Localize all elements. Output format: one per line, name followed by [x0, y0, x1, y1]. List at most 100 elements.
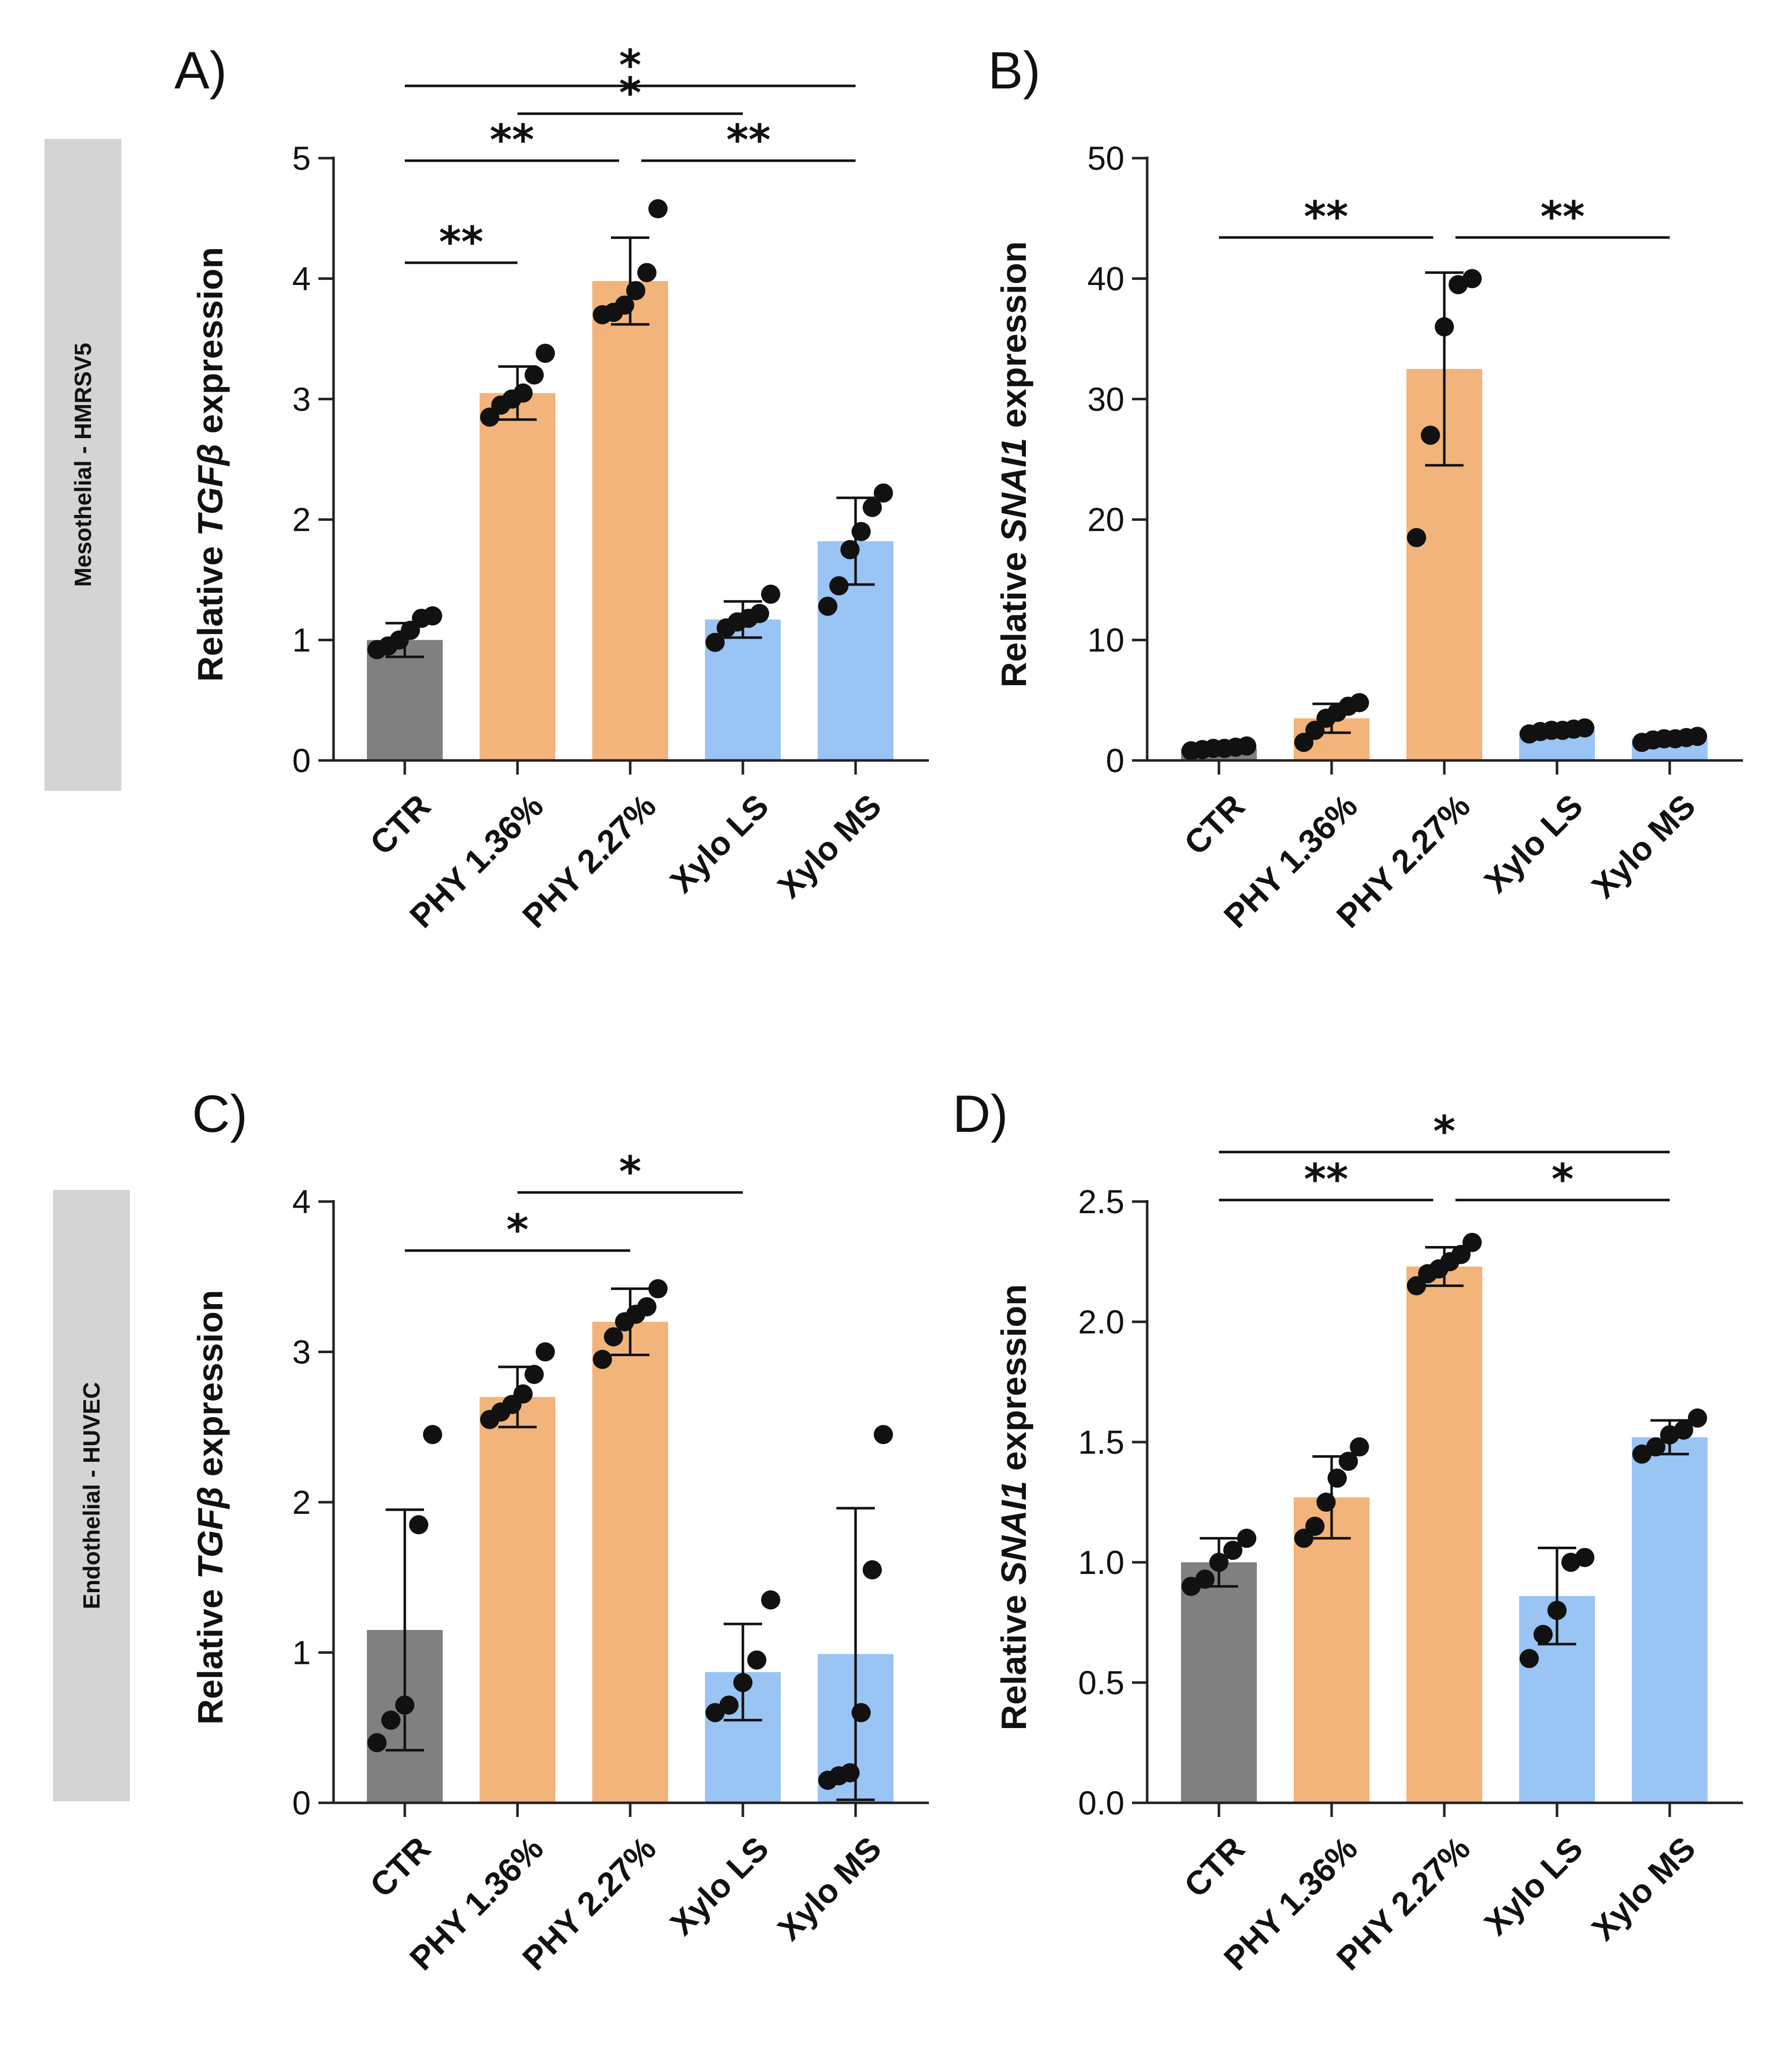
row-label-text: Mesothelial - HMRSV5: [70, 343, 96, 587]
data-point: [829, 576, 848, 596]
x-category-label: Xylo MS: [1584, 1830, 1703, 1948]
x-category-label: Xylo LS: [1477, 1830, 1589, 1942]
y-tick-label: 0.5: [1078, 1664, 1124, 1701]
data-point: [852, 1703, 871, 1722]
y-tick-label: 2: [292, 501, 311, 538]
data-point: [1350, 1437, 1369, 1457]
y-axis-title-gene: SNAI1: [994, 438, 1033, 542]
data-point: [1223, 1541, 1243, 1560]
y-tick-label: 1.5: [1078, 1423, 1124, 1461]
data-point: [750, 604, 769, 624]
data-point: [648, 1279, 668, 1299]
x-category-label: Xylo MS: [770, 1830, 888, 1948]
data-point: [480, 407, 499, 427]
y-tick-label: 40: [1088, 260, 1124, 297]
data-point: [1195, 1569, 1215, 1589]
y-axis-title-gene: TGFβ: [191, 1487, 230, 1579]
row-label-box: [44, 139, 121, 791]
significance-bracket: *: [1219, 1107, 1670, 1156]
data-point: [863, 498, 882, 517]
y-tick-label: 0: [1106, 742, 1124, 779]
y-tick-label: 10: [1088, 621, 1124, 659]
y-tick-label: 1.0: [1078, 1544, 1124, 1581]
data-point: [395, 1695, 414, 1715]
data-point: [1294, 733, 1313, 752]
significance-label: *: [1433, 1107, 1455, 1156]
data-point: [648, 199, 668, 219]
y-tick-label: 1: [292, 1634, 311, 1671]
data-point: [840, 540, 860, 559]
x-category-label: CTR: [363, 787, 438, 862]
y-axis-title-gene: SNAI1: [994, 1480, 1033, 1585]
y-tick-label: 0: [292, 742, 311, 779]
bar: [480, 393, 555, 760]
significance-bracket: **: [405, 115, 619, 165]
x-category-label: CTR: [1177, 1830, 1252, 1904]
data-point: [1237, 1528, 1256, 1548]
significance-label: *: [619, 1147, 641, 1196]
y-axis-title-suffix: expression: [994, 1284, 1033, 1480]
y-tick-label: 2: [292, 1483, 311, 1521]
y-axis-title: Relative SNAI1 expression: [994, 1284, 1033, 1730]
data-point: [513, 1384, 533, 1404]
y-axis-title-suffix: expression: [994, 241, 1033, 438]
data-point: [1209, 1553, 1229, 1572]
significance-bracket: *: [1455, 1155, 1670, 1204]
data-point: [604, 1327, 623, 1347]
data-point: [863, 1560, 882, 1580]
significance-bracket: *: [517, 1147, 743, 1196]
bar: [592, 1322, 668, 1803]
y-axis-title-prefix: Relative: [191, 1579, 230, 1725]
data-point: [1435, 317, 1454, 337]
data-point: [536, 344, 555, 363]
data-point: [840, 1763, 860, 1783]
y-axis-title: Relative TGFβ expression: [191, 1290, 230, 1725]
data-point: [1688, 727, 1707, 746]
y-tick-label: 3: [292, 380, 311, 418]
data-point: [1575, 1548, 1594, 1567]
significance-label: *: [619, 40, 641, 90]
row-label-endothelial: Endothelial - HUVEC: [53, 1190, 130, 1801]
y-tick-label: 4: [292, 260, 311, 297]
x-category-label: Xylo LS: [663, 787, 775, 900]
significance-label: **: [490, 115, 534, 165]
data-point: [1674, 1420, 1693, 1440]
y-axis-title: Relative SNAI1 expression: [994, 241, 1033, 687]
y-axis-title: Relative TGFβ expression: [191, 247, 230, 682]
data-point: [733, 1673, 752, 1692]
data-point: [1316, 1493, 1336, 1512]
significance-bracket: *: [405, 40, 856, 90]
y-tick-label: 1: [292, 621, 311, 659]
error-bar: [724, 1622, 762, 1721]
significance-bracket: **: [1455, 192, 1670, 242]
data-point: [1339, 1452, 1358, 1471]
y-axis-title-suffix: expression: [191, 247, 230, 444]
significance-label: *: [1551, 1155, 1574, 1204]
data-point: [1305, 1516, 1325, 1536]
panel-letter: C): [192, 1085, 248, 1143]
data-point: [1350, 693, 1369, 712]
row-label-text: Endothelial - HUVEC: [78, 1382, 105, 1609]
data-point: [1646, 1437, 1666, 1457]
bar: [1406, 1266, 1482, 1803]
data-point: [593, 1350, 612, 1369]
data-point: [1237, 736, 1256, 756]
bar: [367, 640, 443, 760]
y-tick-label: 30: [1088, 380, 1124, 418]
data-point: [423, 606, 442, 626]
data-point: [852, 522, 871, 542]
row-label-box: [53, 1190, 130, 1801]
data-point: [1688, 1408, 1707, 1428]
panel-letter: D): [953, 1085, 1008, 1143]
y-tick-label: 0: [292, 1784, 311, 1822]
bar: [1294, 1497, 1370, 1803]
data-point: [367, 1733, 387, 1752]
x-category-label: Xylo LS: [663, 1830, 775, 1942]
y-tick-label: 20: [1088, 501, 1124, 538]
significance-label: **: [726, 115, 771, 165]
error-bar: [1425, 271, 1464, 467]
panel-letter: B): [988, 41, 1041, 100]
significance-bracket: **: [641, 115, 856, 165]
